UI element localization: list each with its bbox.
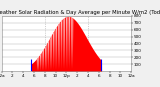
Title: Milwaukee Weather Solar Radiation & Day Average per Minute W/m2 (Today): Milwaukee Weather Solar Radiation & Day … — [0, 10, 160, 15]
